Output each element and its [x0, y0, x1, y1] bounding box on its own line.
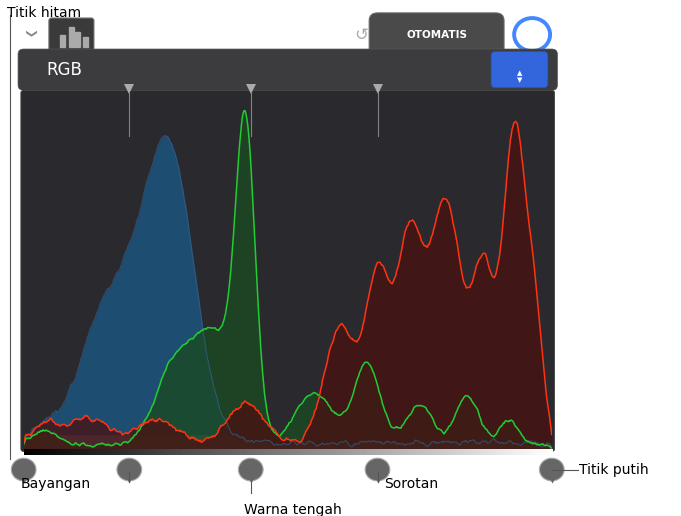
- Bar: [60, 35, 65, 47]
- Text: Titik putih: Titik putih: [579, 462, 648, 477]
- Text: Level: Level: [119, 25, 171, 44]
- Text: OTOMATIS: OTOMATIS: [406, 29, 467, 40]
- Circle shape: [365, 458, 390, 481]
- Text: ↺: ↺: [354, 26, 368, 43]
- Circle shape: [539, 458, 564, 481]
- Text: ▲: ▲: [517, 70, 522, 76]
- Bar: [69, 27, 74, 47]
- FancyBboxPatch shape: [21, 90, 554, 452]
- FancyBboxPatch shape: [369, 13, 504, 56]
- Circle shape: [117, 458, 142, 481]
- Text: Warna tengah: Warna tengah: [244, 503, 342, 516]
- FancyBboxPatch shape: [18, 49, 557, 90]
- Bar: [76, 32, 80, 47]
- Text: ▼: ▼: [517, 77, 522, 83]
- Circle shape: [12, 458, 36, 481]
- FancyBboxPatch shape: [491, 52, 548, 88]
- Text: Sorotan: Sorotan: [384, 477, 439, 491]
- Text: Bayangan: Bayangan: [20, 477, 91, 491]
- Circle shape: [238, 458, 263, 481]
- FancyBboxPatch shape: [49, 18, 94, 52]
- Text: ❯: ❯: [24, 29, 35, 38]
- Bar: [83, 37, 89, 47]
- Text: RGB: RGB: [46, 61, 82, 78]
- Text: Titik hitam: Titik hitam: [7, 6, 81, 20]
